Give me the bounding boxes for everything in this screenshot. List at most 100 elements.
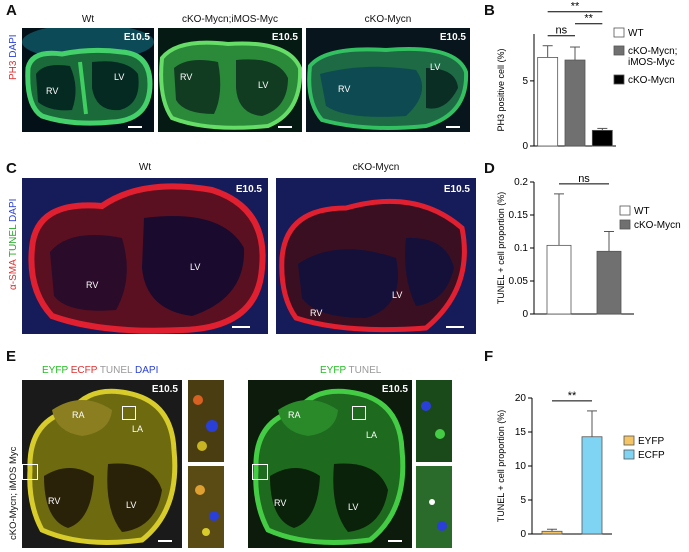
chamber-label-ra: RA [288,410,301,420]
chamber-label-lv: LV [114,72,125,82]
dapi-label: DAPI [8,198,19,222]
chamber-label-rv: RV [46,86,59,96]
scale-bar [278,126,292,128]
legend-label: iMOS-Myc [628,57,675,68]
scale-bar [446,126,460,128]
chamber-label-lv: LV [348,502,359,512]
panel-label-e: E [6,348,17,365]
panel-a-title-rescue: cKO-Mycn;iMOS-Myc [181,14,279,25]
micrograph-a-rescue: E10.5 RV LV [158,28,302,132]
scale-bar [388,540,402,542]
inset-e-merge-bottom [188,466,224,548]
panel-a-title-wt: Wt [81,14,95,25]
scale-bar [128,126,142,128]
chamber-label-rv: RV [180,72,193,82]
legend-swatch [619,205,631,216]
panel-label-d: D [484,160,495,177]
scale-bar [158,540,172,542]
legend-swatch [613,27,625,38]
y-tick-label: 0 [522,309,528,320]
significance-label: ns [556,25,568,37]
eyfp-label: EYFP [42,365,68,376]
y-tick-label: 15 [515,427,527,438]
chamber-label-rv: RV [274,498,287,508]
legend-swatch [619,219,631,230]
chart-f: 0 5 10 15 20 TUNEL + cell proportion (%) ** EYF… [490,360,689,552]
y-axis-label: TUNEL + cell proportion (%) [496,192,506,304]
micrograph-c-wt: E10.5 RV LV [22,178,268,334]
micrograph-a-cko: E10.5 RV LV [306,28,470,132]
chamber-label-lv: LV [392,290,403,300]
chamber-label-la: LA [366,430,378,440]
y-tick-label: 0.05 [509,276,529,287]
inset-box [252,464,268,480]
y-tick-label: 0.15 [509,210,529,221]
y-tick-label: 5 [522,76,528,87]
scale-bar [446,326,464,328]
panel-a-side-label: PH3 DAPI [8,34,19,80]
inset-e-merge-top [188,380,224,462]
stage-label: E10.5 [271,32,298,43]
significance-label: ** [584,13,593,25]
inset-e-eyfp-bottom [416,466,452,548]
stage-label: E10.5 [443,184,470,195]
chamber-label-lv: LV [430,62,441,72]
panel-e-left-title: EYFP ECFP TUNEL DAPI [42,365,158,376]
y-tick-label: 0 [520,529,526,540]
bar [596,250,622,315]
chart-b: 0 5 PH3 positive cell (%) ns ** ** WT cKO-Mycn;… [490,0,689,160]
bar [581,436,603,535]
panel-a-title-cko: cKO-Mycn [364,14,412,25]
tunel-label: TUNEL [99,365,133,376]
panel-label-a: A [6,2,17,19]
chamber-label-la: LA [132,424,144,434]
legend-label: WT [634,206,650,217]
stage-label: E10.5 [439,32,466,43]
significance-label: ** [568,390,577,402]
ph3-label: PH3 [8,60,19,80]
sma-label: α-SMA [8,259,19,290]
micrograph-a-wt: E10.5 RV LV [22,28,154,132]
chart-d: 0 0.05 0.1 0.15 0.2 TUNEL + cell proportion (… [490,160,689,340]
stage-label: E10.5 [235,184,262,195]
inset-box [22,464,38,480]
eyfp-label: EYFP [320,365,346,376]
legend-label: EYFP [638,436,664,447]
chamber-label-lv: LV [258,80,269,90]
y-axis-label: PH3 positive cell (%) [496,48,506,131]
panel-e-side-label: cKO-Mycn; iMOS Myc [8,446,19,540]
bar [591,129,613,147]
y-tick-label: 10 [515,461,527,472]
panel-label-f: F [484,348,494,365]
micrograph-c-cko: E10.5 RV LV [276,178,476,334]
panel-e-right-title: EYFP TUNEL [320,365,381,376]
bar [541,530,563,535]
tunel-label: TUNEL [8,224,19,258]
panel-c-title-wt: Wt [138,162,152,173]
chart-d-svg: 0 0.05 0.1 0.15 0.2 TUNEL + cell proportion (… [496,173,681,320]
chamber-label-lv: LV [126,500,137,510]
ecfp-label: ECFP [70,365,98,376]
y-axis-label: TUNEL + cell proportion (%) [496,410,506,522]
y-tick-label: 0.2 [514,177,528,188]
chamber-label-ra: RA [72,410,85,420]
legend-swatch [613,45,625,56]
y-tick-label: 0 [522,141,528,152]
panel-c-side-label: α-SMA TUNEL DAPI [8,199,19,290]
chamber-label-rv: RV [86,280,99,290]
bar [537,57,559,147]
chart-f-svg: 0 5 10 15 20 TUNEL + cell proportion (%) ** EYF… [496,390,665,540]
legend-swatch [613,74,625,85]
legend-swatch [623,449,635,460]
chamber-label-lv: LV [190,262,201,272]
significance-label: ** [571,1,580,13]
scale-bar [232,326,250,328]
panel-c-title-cko: cKO-Mycn [352,162,400,173]
panel-label-c: C [6,160,17,177]
inset-box [352,406,366,420]
legend-label: WT [628,28,644,39]
dapi-label: DAPI [135,365,159,376]
micrograph-e-eyfp: E10.5 RA LA RV LV [248,380,412,548]
